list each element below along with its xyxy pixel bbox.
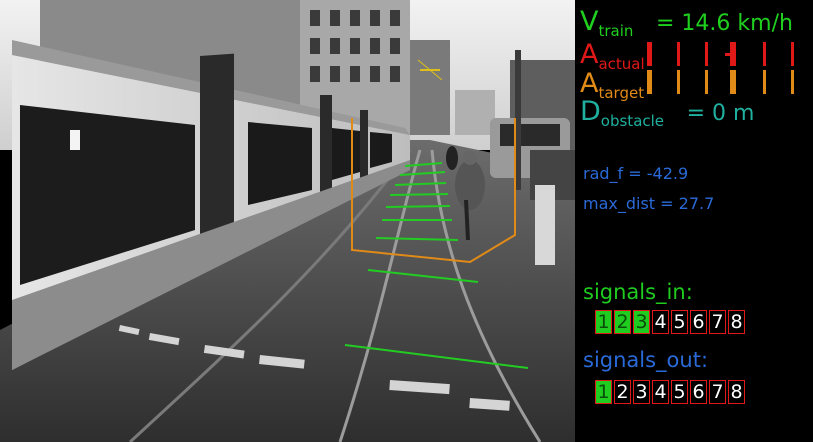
parked-cars: [490, 118, 575, 265]
tram-rails: [128, 149, 542, 442]
v-train-subscript: train: [598, 22, 634, 40]
buildings: [40, 0, 575, 150]
signal-in-3: 3: [633, 310, 650, 334]
signal-in-2: 2: [614, 310, 631, 334]
signal-in-7: 7: [709, 310, 726, 334]
signal-out-8: 8: [728, 380, 745, 404]
trajectory-rungs-icon: [344, 162, 529, 369]
signal-in-1: 1: [595, 310, 612, 334]
a-actual-symbol: A: [580, 39, 599, 70]
max-dist-readout: max_dist = 27.7: [583, 194, 715, 213]
tram: [12, 40, 410, 370]
signal-out-2: 2: [614, 380, 631, 404]
d-obstacle-value: = 0 m: [686, 101, 755, 126]
lane-dashes: [118, 325, 510, 411]
telemetry-panel: Vtrain = 14.6 km/h Aactual Atarget Dobst…: [575, 0, 813, 442]
camera-view: [0, 0, 575, 442]
signal-out-3: 3: [633, 380, 650, 404]
signals-in-row: 1 2 3 4 5 6 7 8: [595, 310, 745, 334]
detection-roi-box: [351, 118, 516, 264]
signals-in-label: signals_in:: [583, 280, 693, 304]
a-actual-gauge: [645, 42, 805, 68]
a-target-subscript: target: [598, 84, 645, 102]
signal-out-4: 4: [652, 380, 669, 404]
d-obstacle-symbol: D: [580, 96, 601, 127]
signal-out-1: 1: [595, 380, 612, 404]
a-actual-marker: [730, 42, 736, 66]
cyclist: [446, 146, 485, 241]
d-obstacle-readout: Dobstacle = 0 m: [580, 96, 755, 129]
signal-out-6: 6: [690, 380, 707, 404]
a-target-symbol: A: [580, 68, 599, 99]
v-train-readout: Vtrain = 14.6 km/h: [580, 6, 793, 39]
a-target-gauge: [645, 70, 805, 96]
pole: [515, 50, 521, 190]
signals-out-row: 1 2 3 4 5 6 7 8: [595, 380, 745, 404]
a-target-label: Atarget: [580, 68, 644, 101]
signal-in-8: 8: [728, 310, 745, 334]
signal-in-4: 4: [652, 310, 669, 334]
signal-out-7: 7: [709, 380, 726, 404]
signals-out-label: signals_out:: [583, 348, 709, 372]
a-target-marker: [730, 70, 736, 94]
v-train-value: = 14.6 km/h: [656, 11, 793, 36]
d-obstacle-subscript: obstacle: [600, 112, 665, 130]
signal-out-5: 5: [671, 380, 688, 404]
v-train-symbol: V: [580, 6, 599, 37]
signal-in-5: 5: [671, 310, 688, 334]
rad-f-readout: rad_f = -42.9: [583, 164, 689, 183]
a-actual-subscript: actual: [598, 55, 645, 73]
a-actual-label: Aactual: [580, 39, 645, 72]
signal-in-6: 6: [690, 310, 707, 334]
